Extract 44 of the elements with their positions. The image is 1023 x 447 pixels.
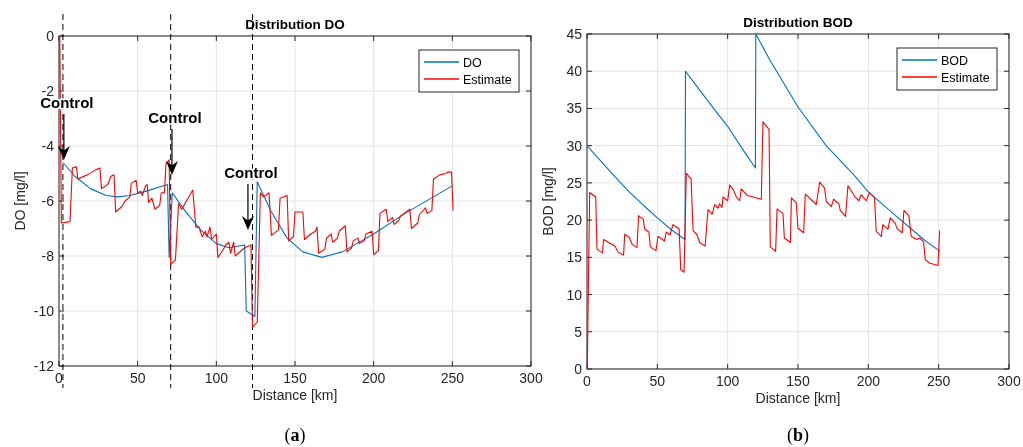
y-tick-label: 25	[566, 174, 583, 191]
y-tick-label: 15	[566, 249, 583, 266]
y-tick-label: -12	[33, 358, 55, 374]
y-tick-label: 40	[566, 63, 583, 80]
text: (a)	[284, 425, 306, 446]
y-tick-label: 30	[566, 137, 583, 154]
line-series	[586, 33, 941, 252]
y-tick-label: 35	[566, 100, 583, 117]
annotation: Control	[224, 163, 278, 181]
legend-label: BOD	[941, 53, 969, 68]
legend-label: DO	[463, 55, 483, 70]
y-tick-label: 5	[574, 323, 583, 340]
x-axis-title: Distance [km]	[252, 387, 338, 403]
x-tick-label: 200	[361, 370, 386, 386]
x-tick-label: 50	[649, 373, 666, 389]
y-tick-label: 20	[566, 212, 583, 229]
annotation: Control	[148, 108, 202, 126]
x-tick-label: 300	[519, 370, 543, 386]
y-tick-label: -10	[33, 303, 55, 319]
y-axis-title: DO [mg/l]	[12, 171, 28, 231]
x-tick-label: 200	[856, 373, 881, 389]
chart-title: Distribution DO	[245, 17, 345, 32]
x-tick-label: 100	[204, 370, 229, 386]
x-tick-label: 50	[129, 370, 146, 386]
y-tick-label: -6	[41, 193, 55, 209]
legend-label: Estimate	[463, 72, 512, 87]
y-tick-label: 0	[46, 28, 55, 44]
x-axis-title: Distance [km]	[755, 390, 841, 406]
x-tick-label: 150	[283, 370, 307, 386]
y-tick-label: -8	[41, 248, 55, 264]
x-tick-label: 250	[926, 373, 951, 389]
x-tick-label: 100	[715, 373, 740, 389]
text: (b)	[786, 425, 810, 446]
legend-label: Estimate	[941, 70, 990, 85]
line-series	[62, 161, 453, 318]
y-tick-label: -4	[41, 138, 55, 154]
line-series	[586, 121, 941, 370]
y-axis-title: BOD [mg/l]	[540, 167, 556, 236]
x-tick-label: 150	[786, 373, 810, 389]
y-tick-label: 45	[566, 26, 583, 42]
y-tick-label: 10	[566, 286, 583, 303]
x-tick-label: 300	[997, 373, 1021, 389]
chart-title: Distribution BOD	[743, 15, 853, 30]
x-tick-label: 250	[440, 370, 465, 386]
